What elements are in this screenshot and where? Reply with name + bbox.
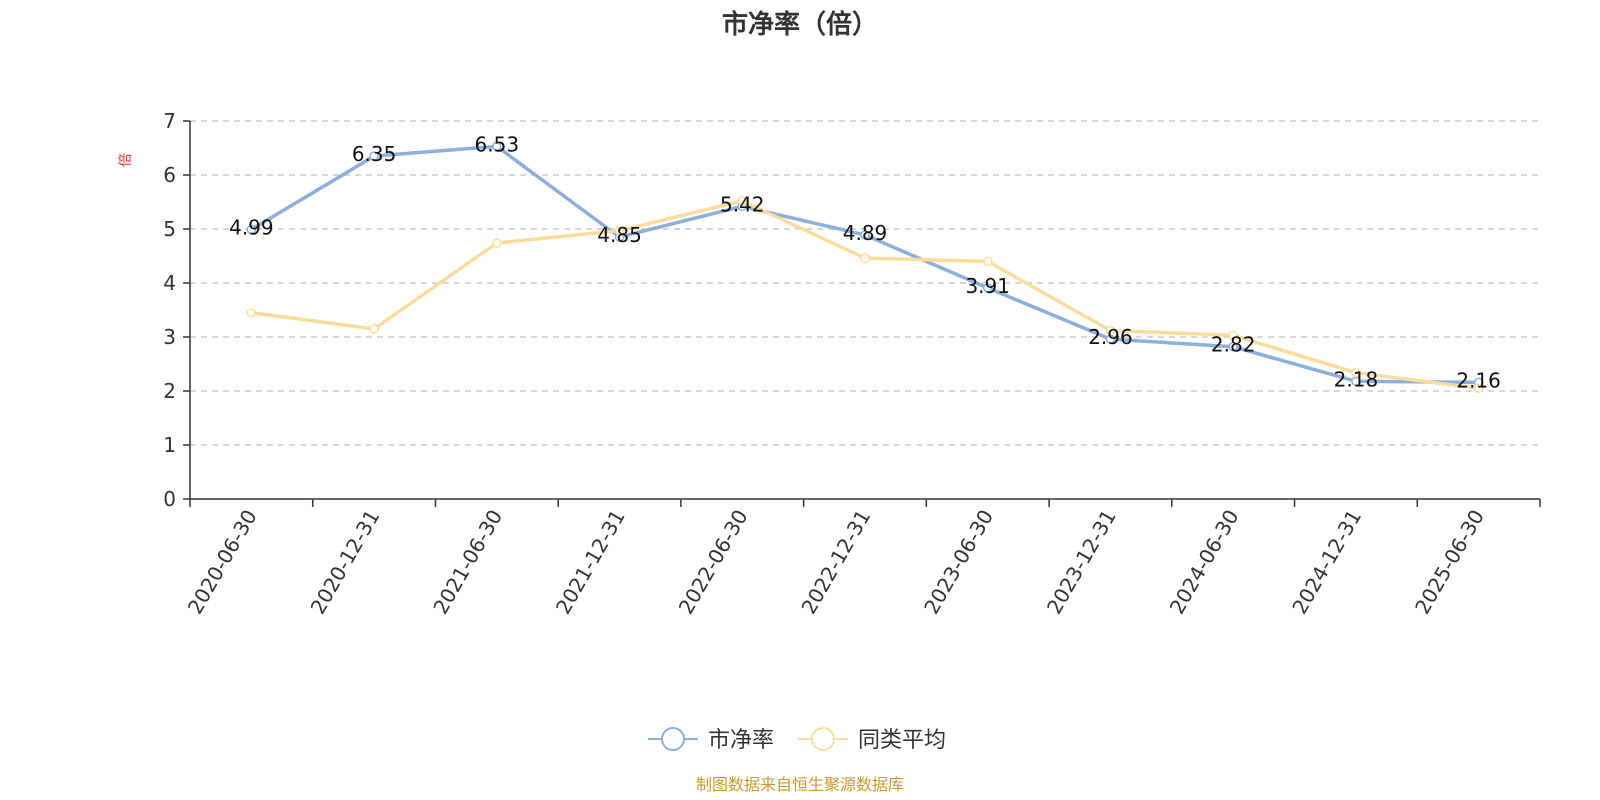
legend[interactable]: 市净率 同类平均 — [648, 727, 946, 753]
data-point[interactable] — [982, 283, 993, 293]
x-tick-label: 2020-06-30 — [183, 506, 262, 619]
data-label: 6.35 — [352, 142, 397, 166]
data-point[interactable] — [1228, 341, 1238, 352]
data-label: 2.96 — [1088, 325, 1133, 349]
data-label: 6.53 — [475, 132, 520, 156]
data-point[interactable] — [614, 225, 625, 236]
source-note: 制图数据来自恒生聚源数据库 — [696, 775, 904, 794]
data-point[interactable] — [1105, 325, 1116, 336]
x-tick-label: 2021-12-31 — [551, 506, 630, 619]
y-tick-label: 1 — [163, 433, 176, 457]
y-tick-label: 4 — [163, 271, 176, 295]
series-layer — [246, 141, 1484, 394]
data-point[interactable] — [1473, 383, 1484, 394]
data-label: 4.99 — [229, 216, 274, 240]
data-point[interactable] — [860, 253, 870, 263]
legend-item[interactable]: 市净率 — [648, 727, 774, 753]
x-tick-label: 2024-12-31 — [1287, 506, 1366, 619]
data-point[interactable] — [369, 324, 379, 334]
grid-lines — [190, 120, 1540, 446]
x-tick-label: 2024-06-30 — [1165, 506, 1244, 619]
chart-title: 市净率（倍） — [722, 9, 878, 40]
data-point[interactable] — [246, 224, 257, 235]
x-tick-label: 2022-12-31 — [796, 506, 875, 619]
series-peer-average — [246, 196, 1484, 394]
data-label: 2.16 — [1456, 368, 1501, 392]
series-pb-ratio — [246, 141, 1484, 388]
x-tick-label: 2020-12-31 — [306, 506, 385, 619]
x-tick-label: 2021-06-30 — [428, 506, 507, 619]
legend-marker-icon — [661, 727, 685, 751]
data-label: 4.89 — [843, 221, 888, 245]
x-tick-label: 2023-06-30 — [919, 506, 998, 619]
y-axis-unit: 倍 — [118, 153, 134, 167]
data-point[interactable] — [860, 230, 870, 240]
data-labels: 4.99 6.35 6.53 4.85 5.42 4.89 3.91 2.96 2.82 2.18… — [229, 132, 1501, 392]
y-tick-label: 0 — [163, 487, 176, 511]
x-tick-label: 2025-06-30 — [1410, 506, 1489, 619]
data-label: 3.91 — [965, 274, 1010, 298]
data-point[interactable] — [737, 196, 748, 206]
data-label: 5.42 — [720, 192, 765, 216]
y-tick-label: 6 — [163, 163, 176, 187]
x-tick-label: 2023-12-31 — [1042, 506, 1121, 619]
data-label: 2.82 — [1211, 333, 1256, 357]
y-tick-label: 7 — [163, 109, 176, 133]
legend-label: 同类平均 — [858, 728, 946, 753]
data-point[interactable] — [1351, 367, 1361, 378]
x-tick-label: 2022-06-30 — [674, 506, 753, 619]
legend-marker-icon — [811, 727, 835, 751]
series-line — [250, 144, 1479, 385]
legend-item[interactable]: 同类平均 — [798, 727, 946, 753]
y-tick-label: 5 — [163, 217, 176, 241]
y-tick-label: 2 — [163, 379, 176, 403]
data-point[interactable] — [492, 141, 502, 152]
data-label: 4.85 — [597, 223, 642, 247]
y-tick-label: 3 — [163, 325, 176, 349]
data-label: 2.18 — [1334, 367, 1379, 391]
data-point[interactable] — [369, 151, 379, 161]
data-point[interactable] — [492, 238, 502, 248]
legend-label: 市净率 — [708, 728, 774, 753]
data-point[interactable] — [982, 256, 993, 267]
data-point[interactable] — [246, 307, 257, 318]
axes: 0 1 2 3 4 5 6 7 2020-06-30 2020-12-31 2021-06-30 20… — [163, 109, 1541, 619]
data-point[interactable] — [1228, 330, 1238, 341]
